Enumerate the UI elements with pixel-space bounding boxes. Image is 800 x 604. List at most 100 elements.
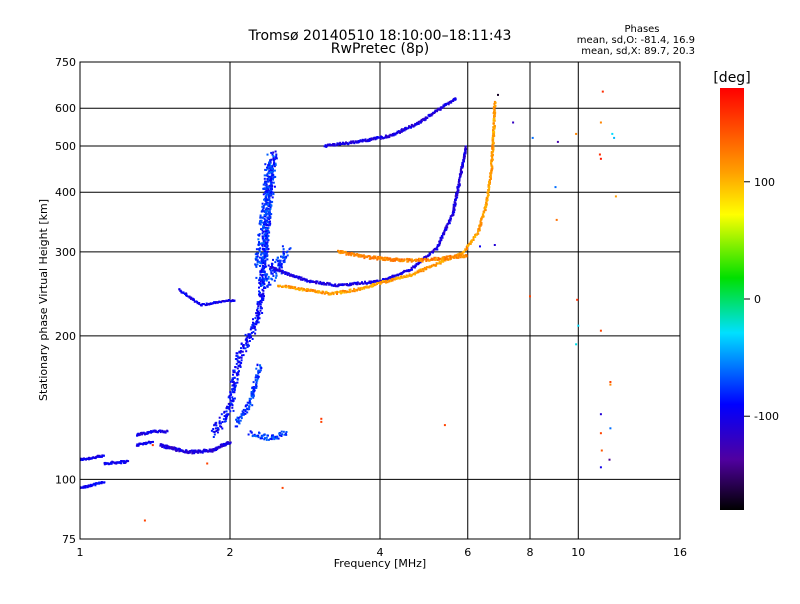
data-point <box>400 130 403 133</box>
data-point <box>118 461 121 464</box>
data-point <box>391 274 394 277</box>
data-point <box>336 293 338 295</box>
data-point <box>426 266 428 269</box>
data-point <box>423 257 426 260</box>
data-point <box>339 250 342 252</box>
data-point <box>323 145 326 148</box>
data-point <box>439 239 442 242</box>
data-point <box>306 290 308 292</box>
data-point <box>467 244 470 246</box>
data-point <box>462 160 465 163</box>
data-point <box>164 447 167 450</box>
data-point <box>417 271 420 274</box>
data-point <box>281 255 283 258</box>
data-point <box>437 262 440 265</box>
data-point <box>234 425 237 428</box>
data-point <box>245 337 248 340</box>
data-point <box>267 230 270 233</box>
data-point <box>274 158 276 161</box>
data-point <box>412 259 415 262</box>
data-point <box>599 329 602 332</box>
data-point <box>424 256 427 259</box>
data-point <box>270 172 273 175</box>
data-point <box>476 232 479 235</box>
data-point <box>151 430 154 433</box>
data-point <box>265 247 268 250</box>
data-point <box>463 250 466 253</box>
data-point <box>227 413 230 416</box>
data-point <box>255 376 257 379</box>
data-point <box>231 396 234 399</box>
data-point <box>218 420 221 423</box>
data-point <box>268 201 271 204</box>
data-point <box>288 286 291 289</box>
data-point <box>253 433 256 436</box>
data-point <box>233 299 236 302</box>
data-point <box>236 425 239 428</box>
data-point <box>266 179 269 182</box>
data-point <box>383 280 386 283</box>
data-point <box>257 243 260 246</box>
data-point <box>402 128 405 131</box>
data-point <box>385 281 387 284</box>
data-point <box>259 276 261 279</box>
data-point <box>475 233 478 236</box>
y-tick-label: 300 <box>55 246 76 259</box>
data-point <box>264 163 267 166</box>
data-point <box>458 184 461 187</box>
data-point <box>195 450 198 453</box>
data-point <box>254 332 257 335</box>
x-tick-label: 8 <box>527 546 534 559</box>
data-point <box>266 241 269 244</box>
data-point <box>437 257 440 260</box>
data-point <box>379 282 382 285</box>
data-point <box>398 131 400 134</box>
data-point <box>253 322 256 325</box>
data-point <box>101 481 104 484</box>
data-point <box>363 286 366 289</box>
data-point <box>419 259 422 262</box>
data-point <box>343 291 346 294</box>
data-point <box>313 280 316 283</box>
data-point <box>265 200 268 203</box>
data-point <box>389 133 392 136</box>
data-point <box>252 381 255 384</box>
data-point <box>404 126 407 129</box>
data-point <box>231 400 234 402</box>
data-point <box>205 450 208 453</box>
data-point <box>246 411 249 414</box>
data-point <box>247 333 250 336</box>
data-point <box>445 224 448 227</box>
data-point <box>252 318 254 321</box>
data-point <box>601 90 604 93</box>
data-point <box>289 247 292 250</box>
data-point <box>269 220 271 223</box>
data-point <box>282 250 285 253</box>
data-point <box>270 262 273 265</box>
data-point <box>262 242 265 245</box>
data-point <box>333 284 336 287</box>
data-point <box>608 458 611 461</box>
data-point <box>102 454 105 457</box>
data-point <box>248 344 250 347</box>
data-point <box>491 139 494 142</box>
data-point <box>479 224 482 227</box>
data-point <box>433 256 436 259</box>
data-point <box>232 384 235 386</box>
data-point <box>349 282 352 285</box>
data-point <box>280 435 283 437</box>
data-point <box>218 416 221 419</box>
data-point <box>302 277 305 280</box>
data-point <box>256 321 259 324</box>
data-point <box>245 342 248 345</box>
data-point <box>512 121 515 124</box>
data-point <box>392 259 395 262</box>
data-point <box>436 110 438 113</box>
data-point <box>426 255 428 258</box>
data-point <box>267 195 270 198</box>
data-point <box>240 347 242 350</box>
data-point <box>257 310 259 313</box>
data-point <box>346 283 349 286</box>
data-point <box>395 132 398 135</box>
data-point <box>271 200 274 203</box>
